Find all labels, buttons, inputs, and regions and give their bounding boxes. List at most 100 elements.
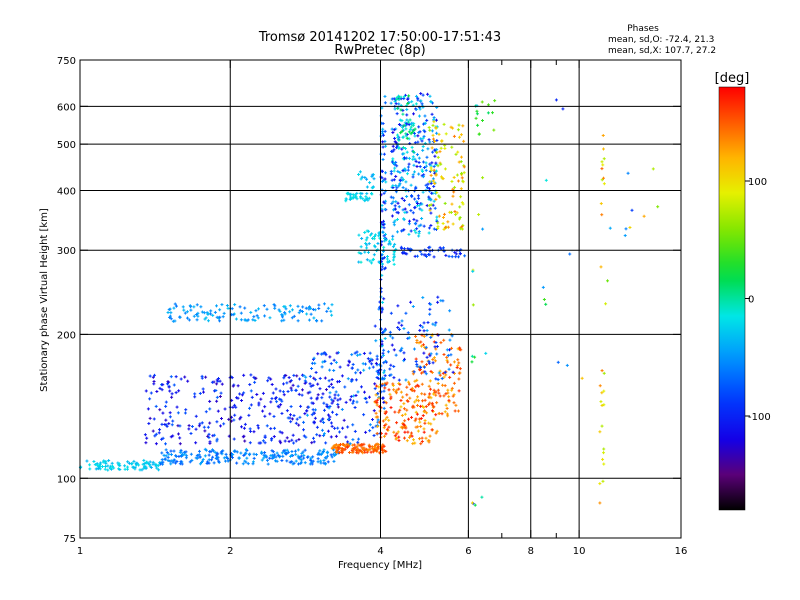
data-point — [434, 347, 438, 351]
data-point — [276, 404, 280, 408]
data-point — [297, 392, 301, 396]
data-point — [177, 389, 181, 393]
data-point — [357, 437, 361, 441]
data-point — [428, 387, 432, 391]
data-point — [101, 460, 105, 464]
data-point — [273, 459, 277, 463]
data-point — [386, 350, 390, 354]
data-point — [298, 415, 302, 419]
data-point — [326, 460, 330, 464]
data-point — [367, 395, 371, 399]
data-point — [425, 363, 429, 367]
data-point — [211, 313, 215, 317]
data-point — [243, 439, 247, 443]
data-point — [357, 233, 361, 237]
data-point — [346, 377, 350, 381]
data-point — [296, 319, 300, 323]
data-point — [364, 238, 368, 242]
data-point — [456, 363, 460, 367]
data-point — [312, 436, 316, 440]
data-point — [195, 318, 199, 322]
data-point — [424, 372, 428, 376]
data-point — [432, 417, 436, 421]
data-point — [172, 449, 176, 453]
data-point — [329, 309, 333, 313]
data-point — [328, 404, 332, 408]
data-point — [437, 391, 441, 395]
data-point — [373, 387, 377, 391]
data-point — [285, 436, 289, 440]
data-point — [423, 419, 427, 423]
data-point — [299, 404, 303, 408]
data-point — [285, 381, 289, 385]
data-point — [388, 367, 392, 371]
data-point — [239, 415, 243, 419]
data-point — [108, 466, 112, 470]
data-point — [365, 236, 369, 240]
data-point — [252, 452, 256, 456]
data-point — [179, 448, 183, 452]
data-point — [188, 460, 192, 464]
data-point — [436, 388, 440, 392]
data-point — [375, 431, 379, 435]
data-point — [418, 420, 422, 424]
data-point — [405, 393, 409, 397]
data-point — [359, 245, 363, 249]
data-point — [158, 386, 162, 390]
data-point — [441, 371, 445, 375]
data-point — [385, 381, 389, 385]
data-point — [162, 453, 166, 457]
data-point — [318, 449, 322, 453]
data-point — [325, 454, 329, 458]
data-point — [263, 451, 267, 455]
data-point — [327, 406, 331, 410]
data-point — [169, 311, 173, 315]
data-point — [141, 462, 145, 466]
data-point — [256, 426, 260, 430]
data-point — [319, 459, 323, 463]
data-point — [355, 445, 359, 449]
data-point — [155, 390, 159, 394]
data-point — [355, 400, 359, 404]
data-point — [110, 461, 114, 465]
data-point — [305, 413, 309, 417]
data-point — [226, 306, 230, 310]
data-point — [242, 373, 246, 377]
data-point — [365, 192, 369, 196]
data-point — [364, 397, 368, 401]
data-point — [420, 216, 424, 220]
data-point — [437, 371, 441, 375]
data-point — [423, 392, 427, 396]
data-point — [324, 388, 328, 392]
data-point — [405, 439, 409, 443]
data-point — [404, 426, 408, 430]
data-point — [274, 387, 278, 391]
data-point — [400, 319, 404, 323]
data-point — [322, 302, 326, 306]
data-point — [393, 410, 397, 414]
data-point — [201, 457, 205, 461]
data-point — [389, 395, 393, 399]
data-point — [251, 462, 255, 466]
data-point — [330, 313, 334, 317]
data-point — [437, 412, 441, 416]
data-point — [289, 420, 293, 424]
data-point — [415, 412, 419, 416]
data-point — [249, 310, 253, 314]
data-point — [321, 417, 325, 421]
data-point — [424, 436, 428, 440]
data-point — [448, 348, 452, 352]
data-point — [338, 451, 342, 455]
data-point — [259, 441, 263, 445]
data-point — [243, 422, 247, 426]
data-point — [446, 388, 450, 392]
data-point — [401, 425, 405, 429]
data-point — [183, 375, 187, 379]
data-point — [303, 381, 307, 385]
data-point — [215, 382, 219, 386]
data-point — [431, 392, 435, 396]
data-point — [402, 407, 406, 411]
data-point — [348, 398, 352, 402]
data-point — [350, 379, 354, 383]
data-point — [369, 450, 373, 454]
